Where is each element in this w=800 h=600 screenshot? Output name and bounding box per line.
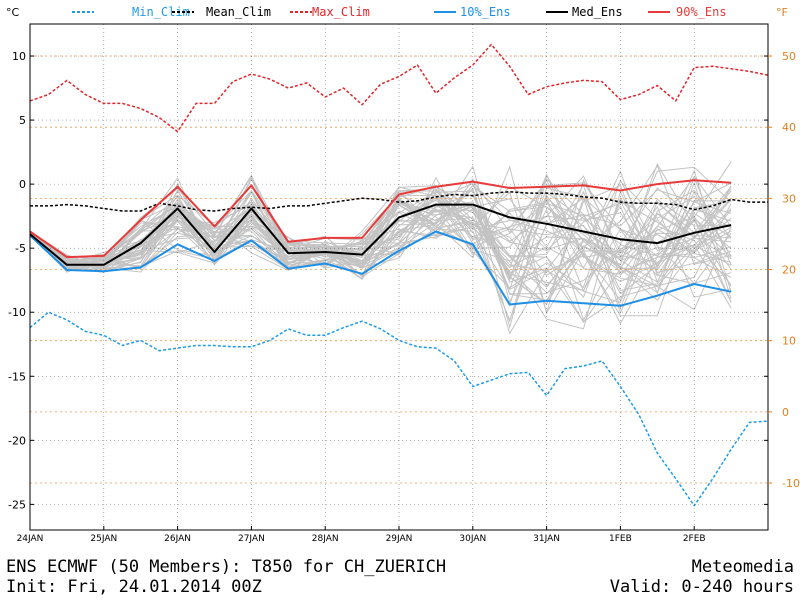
fahrenheit-tick-label: -10 (782, 477, 800, 490)
grid-layer (29, 24, 768, 530)
ensemble-member-line (29, 165, 732, 315)
fahrenheit-tick-label: 50 (782, 50, 796, 63)
valid-range: Valid: 0-240 hours (610, 577, 794, 597)
members-layer (29, 161, 732, 335)
brand-label: Meteomedia (692, 557, 794, 577)
celsius-tick-label: 0 (19, 178, 26, 191)
ensemble-member-line (29, 177, 732, 307)
time-tick-label: 24JAN (17, 534, 44, 544)
legend-label-ens10: 10%_Ens (460, 5, 511, 19)
time-tick-label: 26JAN (164, 534, 191, 544)
legend-label-ens90: 90%_Ens (676, 5, 727, 19)
ensemble-member-line (29, 191, 732, 325)
celsius-tick-label: -15 (8, 370, 26, 383)
time-tick-label: 30JAN (459, 534, 486, 544)
celsius-tick-label: -10 (8, 306, 26, 319)
time-tick-label: 28JAN (312, 534, 339, 544)
fahrenheit-tick-label: 20 (782, 264, 796, 277)
ensemble-member-line (29, 199, 732, 291)
series-line-mean-clim (30, 191, 768, 212)
celsius-tick-label: -25 (8, 498, 26, 511)
celsius-tick-label: 5 (19, 114, 26, 127)
ensemble-member-line (29, 180, 732, 278)
legend-label-min-clim: Min_Clim (132, 5, 190, 19)
time-tick-label: 2FEB (683, 534, 706, 544)
legend-label-max-clim: Max_Clim (312, 5, 370, 19)
celsius-tick-label: 10 (12, 50, 26, 63)
ensemble-member-line (29, 173, 732, 287)
ensemble-member-line (29, 189, 732, 304)
time-tick-label: 1FEB (609, 534, 632, 544)
init-time: Init: Fri, 24.01.2014 00Z (6, 577, 262, 597)
series-line-med (29, 203, 732, 266)
time-tick-label: 27JAN (238, 534, 265, 544)
fahrenheit-tick-label: 10 (782, 335, 796, 348)
legend-label-mean-clim: Mean_Clim (206, 5, 271, 19)
celsius-tick-label: -5 (15, 242, 26, 255)
left-unit-label: °C (6, 6, 20, 19)
celsius-tick-label: -20 (8, 434, 26, 447)
legend-label-med: Med_Ens (572, 5, 623, 19)
time-tick-label: 25JAN (90, 534, 117, 544)
series-line-max-clim (29, 43, 769, 133)
legend-layer: Min_Clim Mean_Clim Max_Clim 10%_Ens Med_Ens 9… (72, 5, 727, 19)
fahrenheit-tick-label: 30 (782, 192, 796, 205)
fahrenheit-tick-label: 40 (782, 121, 796, 134)
series-line-ens90 (29, 179, 732, 259)
series-line-ens10 (29, 230, 732, 307)
time-tick-label: 31JAN (533, 534, 560, 544)
fahrenheit-tick-label: 0 (782, 406, 789, 419)
chart-title: ENS ECMWF (50 Members): T850 for CH_ZUER… (6, 557, 446, 577)
right-unit-label: °F (776, 6, 788, 19)
ensemble-member-line (29, 190, 732, 292)
time-tick-label: 29JAN (386, 534, 413, 544)
series-layer (29, 43, 769, 507)
ensemble-member-line (29, 190, 732, 305)
